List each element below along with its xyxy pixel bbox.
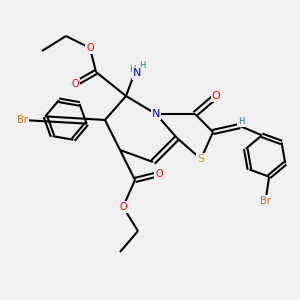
- Text: O: O: [212, 91, 220, 101]
- Text: N: N: [133, 68, 141, 79]
- Text: H: H: [139, 61, 146, 70]
- Text: Br: Br: [260, 196, 271, 206]
- Text: H: H: [238, 117, 245, 126]
- Text: O: O: [71, 79, 79, 89]
- Text: Br: Br: [17, 115, 28, 125]
- Text: H: H: [129, 64, 135, 74]
- Text: N: N: [152, 109, 160, 119]
- Text: O: O: [119, 202, 127, 212]
- Text: O: O: [155, 169, 163, 179]
- Text: S: S: [197, 154, 205, 164]
- Text: O: O: [86, 43, 94, 53]
